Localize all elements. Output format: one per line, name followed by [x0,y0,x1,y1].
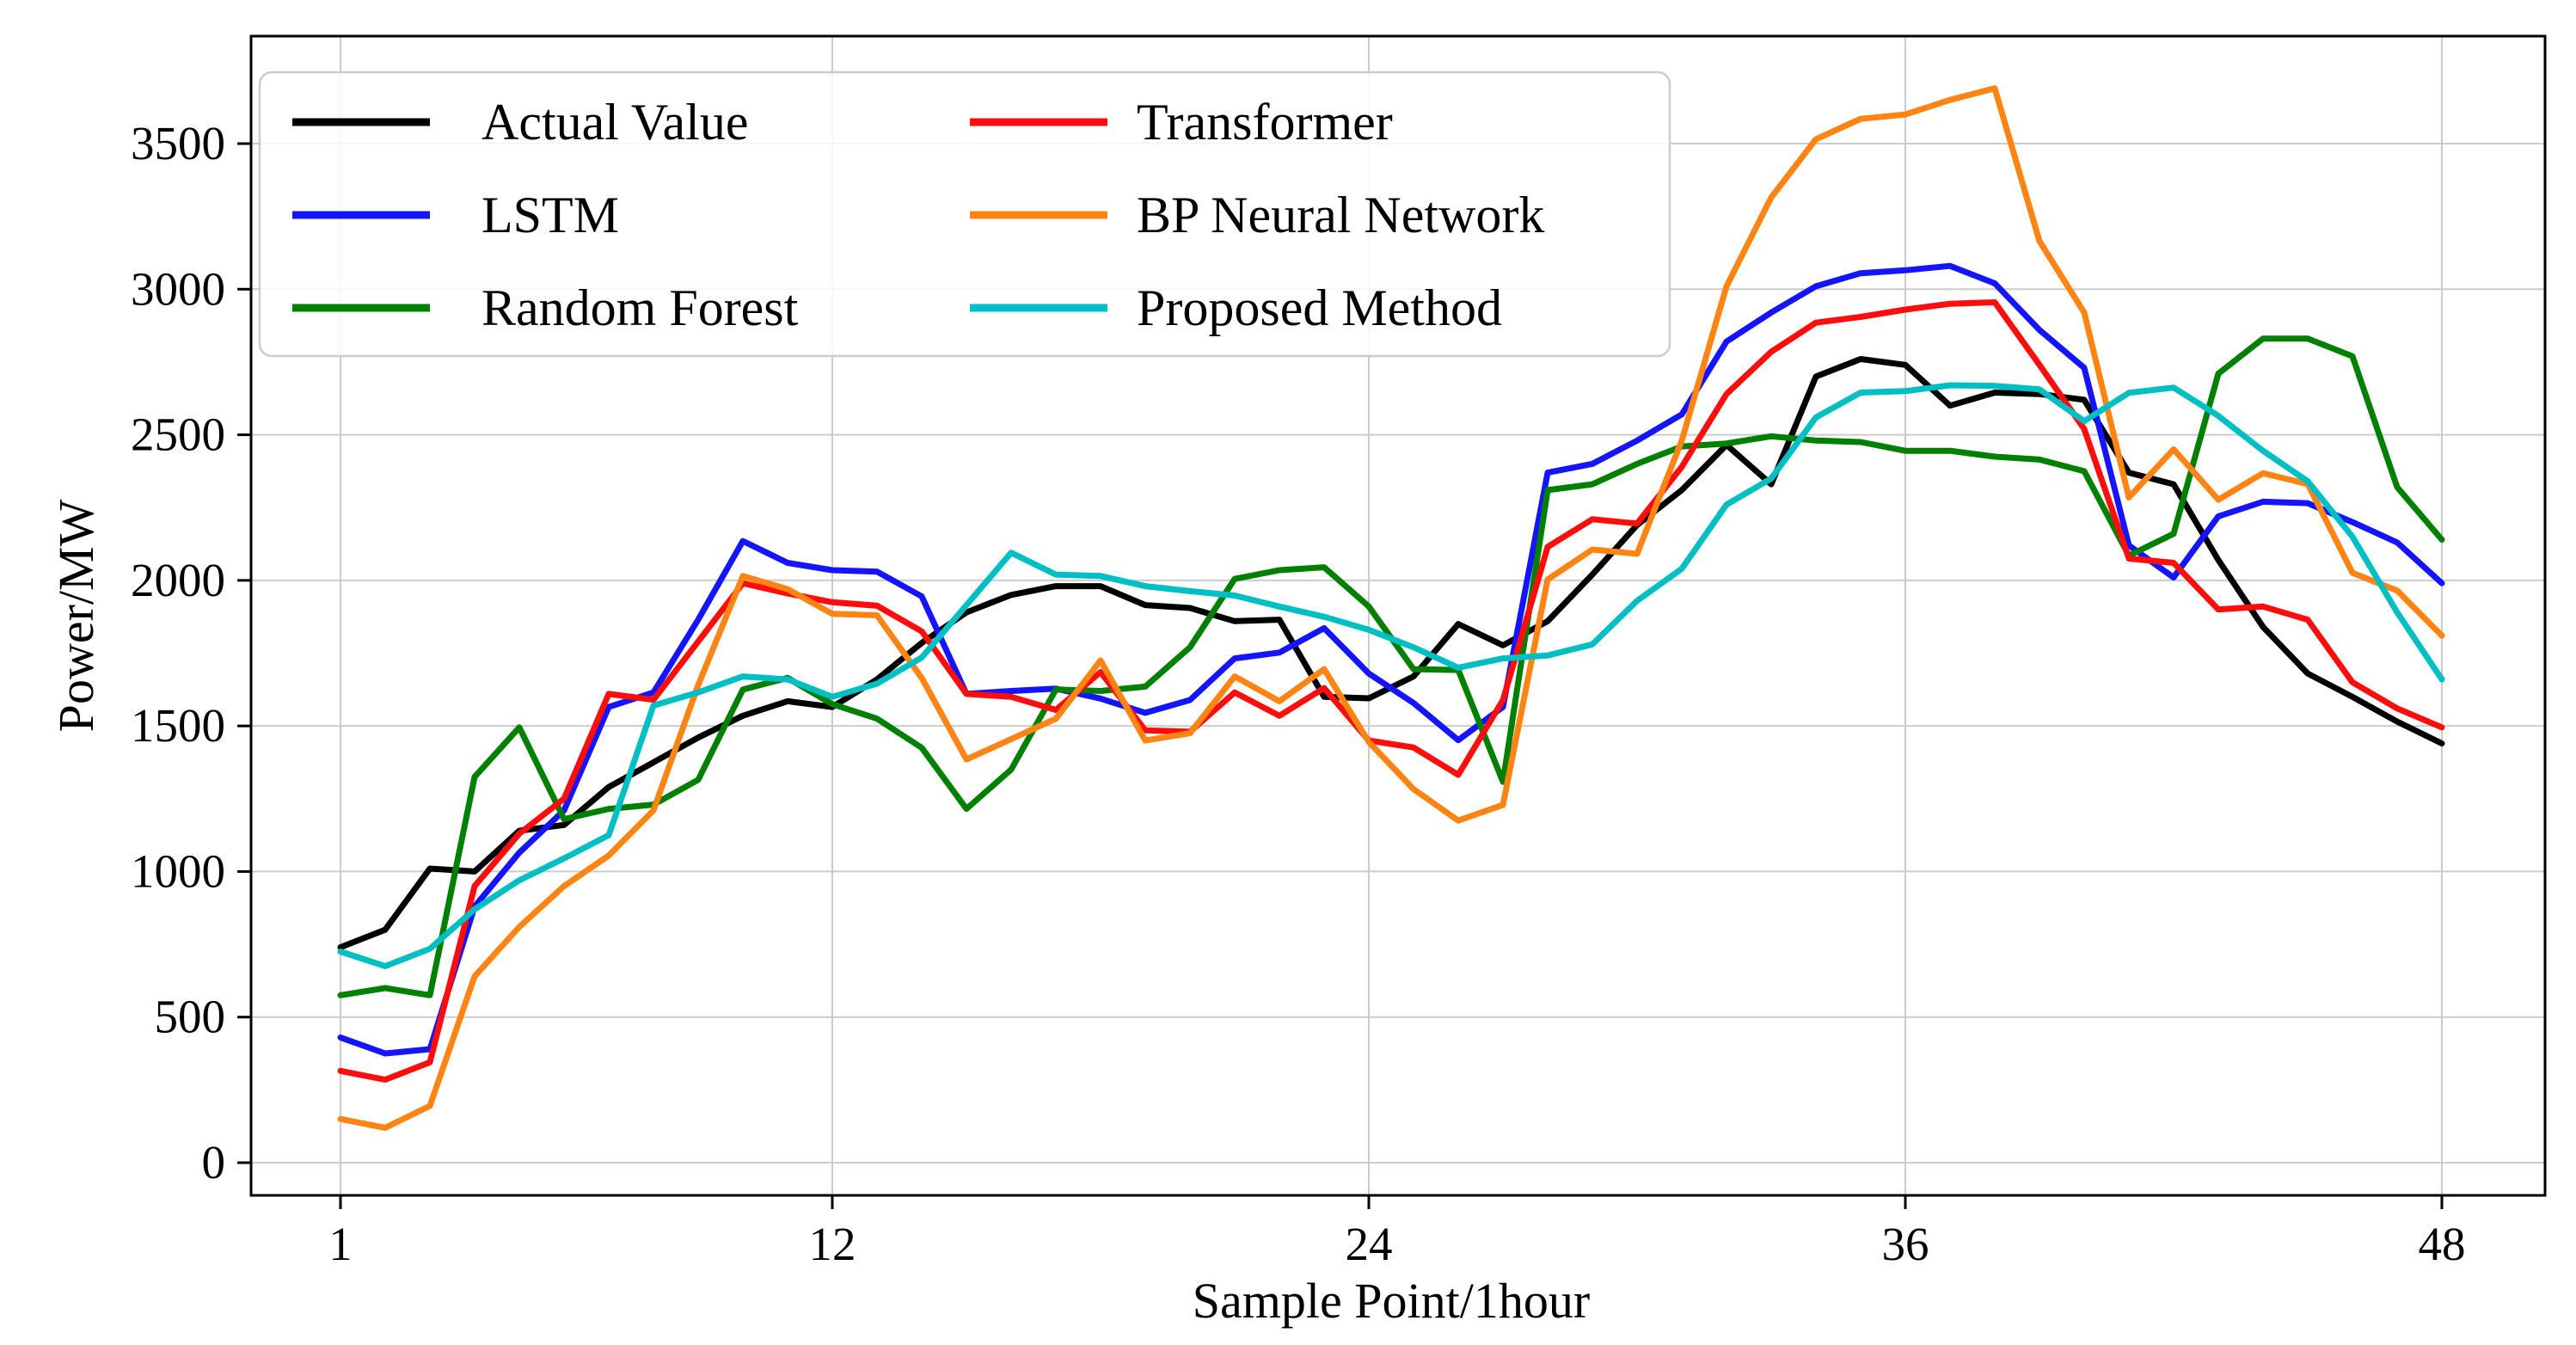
series-line-transformer [337,299,2445,1083]
legend-item-lstm: LSTM [292,187,619,243]
legend-label: Actual Value [481,94,748,150]
legend-label: LSTM [481,187,619,243]
y-tick-label: 500 [155,991,226,1043]
y-tick-label: 2000 [131,554,225,606]
legend-label: Random Forest [481,279,799,336]
series-line-proposed-method [337,382,2445,969]
x-tick-label: 48 [2419,1218,2466,1270]
x-tick-label: 1 [328,1218,353,1270]
tick-labels: 0 500 1000 1500 2000 2500 3000 3500 1 12 24 36 48 [131,117,2466,1270]
axis-ticks [237,142,2444,1209]
legend-item-transformer: Transformer [970,94,1393,150]
x-tick-label: 36 [1882,1218,1929,1270]
x-tick-label: 12 [809,1218,856,1270]
series-line-bp-neural-network [337,85,2445,1131]
legend-item-proposed-method: Proposed Method [970,279,1502,336]
y-tick-label: 1000 [131,844,225,897]
y-tick-label: 3000 [131,262,225,315]
legend-label: BP Neural Network [1137,187,1544,243]
plot-frame [249,34,2547,1197]
legend-item-bp-neural-network: BP Neural Network [970,187,1544,243]
legend: Actual Value LSTM Random Forest Transformer… [258,71,1671,358]
legend-item-actual-value: Actual Value [292,94,748,150]
legend-box [258,71,1671,358]
legend-label: Transformer [1137,94,1393,150]
legend-label: Proposed Method [1137,279,1502,336]
legend-item-random-forest: Random Forest [292,279,799,336]
y-tick-label: 0 [202,1136,226,1188]
x-axis-title: Sample Point/1hour [1193,1273,1590,1329]
y-tick-label: 1500 [131,699,225,752]
y-tick-label: 2500 [131,408,225,461]
y-tick-label: 3500 [131,117,225,169]
y-axis-title: Power/MW [48,499,104,732]
x-tick-label: 24 [1346,1218,1393,1270]
series-line-lstm [337,262,2445,1057]
